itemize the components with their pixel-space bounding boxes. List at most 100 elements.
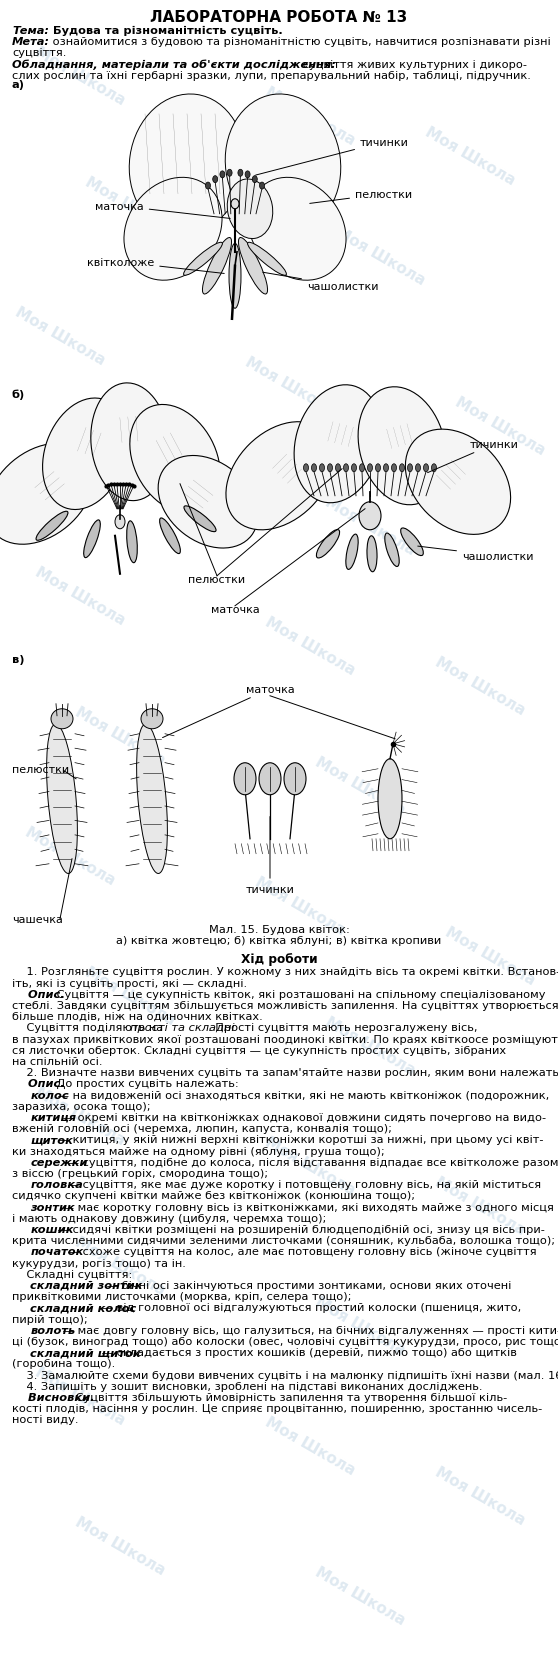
- Ellipse shape: [158, 457, 258, 549]
- Text: Моя Школа: Моя Школа: [83, 174, 177, 238]
- Text: кості плодів, насіння у рослин. Це сприяє процвітанню, поширенню, зростанню чисе: кості плодів, насіння у рослин. Це сприя…: [12, 1403, 542, 1413]
- Text: головка: головка: [30, 1180, 83, 1190]
- Text: на спільній осі.: на спільній осі.: [12, 1056, 103, 1066]
- Text: маточка: маточка: [210, 604, 259, 614]
- Text: — складається з простих кошиків (деревій, пижмо тощо) або щитків: — складається з простих кошиків (деревій…: [98, 1347, 517, 1357]
- Ellipse shape: [127, 521, 137, 563]
- Ellipse shape: [213, 177, 218, 184]
- Ellipse shape: [406, 430, 511, 535]
- Ellipse shape: [129, 94, 245, 235]
- Text: — схоже суцвіття на колос, але має потовщену головну вісь (жіноче суцвіття: — схоже суцвіття на колос, але має потов…: [64, 1246, 537, 1256]
- Ellipse shape: [36, 511, 68, 541]
- Text: — сидячі квітки розміщені на розширеній блюдцеподібній осі, знизу ця вісь при-: — сидячі квітки розміщені на розширеній …: [55, 1225, 545, 1235]
- Ellipse shape: [184, 506, 216, 533]
- Text: вженій головній осі (черемха, люпин, капуста, конвалія тощо);: вженій головній осі (черемха, люпин, кап…: [12, 1124, 392, 1134]
- Text: чашечка: чашечка: [12, 914, 63, 923]
- Text: в): в): [12, 654, 25, 664]
- Text: Моя Школа: Моя Школа: [83, 444, 177, 508]
- Text: — бічні осі закінчуються простими зонтиками, основи яких оточені: — бічні осі закінчуються простими зонтик…: [103, 1281, 511, 1291]
- Ellipse shape: [316, 530, 340, 559]
- Text: кукурудзи, рогіз тощо) та ін.: кукурудзи, рогіз тощо) та ін.: [12, 1258, 186, 1268]
- Text: Складні суцвіття:: Складні суцвіття:: [12, 1269, 132, 1279]
- Text: квітколоже: квітколоже: [87, 258, 224, 275]
- Text: Моя Школа: Моя Школа: [262, 1134, 358, 1197]
- Text: — має довгу головну вісь, що галузиться, на бічних відгалуженнях — прості кити-: — має довгу головну вісь, що галузиться,…: [59, 1326, 558, 1336]
- Text: Моя Школа: Моя Школа: [432, 654, 528, 717]
- Ellipse shape: [259, 184, 264, 190]
- Text: б): б): [12, 389, 25, 401]
- Text: кошик: кошик: [30, 1225, 74, 1235]
- Text: тичинки: тичинки: [427, 440, 519, 473]
- Text: Хід роботи: Хід роботи: [240, 952, 318, 965]
- Text: китиця: китиця: [30, 1112, 76, 1122]
- Ellipse shape: [311, 465, 316, 472]
- Text: Моя Школа: Моя Школа: [262, 614, 358, 677]
- Text: сережки: сережки: [30, 1157, 88, 1167]
- Ellipse shape: [416, 465, 421, 472]
- Text: Висновки.: Висновки.: [12, 1392, 94, 1402]
- Text: ся листочки оберток. Складні суцвіття — це сукупність простих суцвіть, зібраних: ся листочки оберток. Складні суцвіття — …: [12, 1044, 506, 1056]
- Ellipse shape: [368, 465, 373, 472]
- Text: 4. Запишіть у зошит висновки, зроблені на підставі виконаних досліджень.: 4. Запишіть у зошит висновки, зроблені н…: [12, 1380, 483, 1390]
- Text: . Прості суцвіття мають нерозгалужену вісь,: . Прості суцвіття мають нерозгалужену ві…: [208, 1023, 477, 1033]
- Text: — на видовженій осі знаходяться квітки, які не мають квітконіжок (подорожник,: — на видовженій осі знаходяться квітки, …: [55, 1091, 550, 1101]
- Text: пелюстки: пелюстки: [12, 765, 69, 775]
- Ellipse shape: [130, 405, 220, 513]
- Text: і мають однакову довжину (цибуля, черемха тощо);: і мають однакову довжину (цибуля, черемх…: [12, 1213, 326, 1223]
- Text: Моя Школа: Моя Школа: [312, 1293, 408, 1357]
- Text: 3. Замалюйте схеми будови вивчених суцвіть і на малюнку підпишіть їхні назви (ма: 3. Замалюйте схеми будови вивчених суцві…: [12, 1370, 558, 1380]
- Text: Тема:: Тема:: [12, 26, 49, 36]
- Text: — китиця, у якій нижні верхні квітконіжки коротші за нижні, при цьому усі квіт-: — китиця, у якій нижні верхні квітконіжк…: [55, 1135, 544, 1145]
- Text: До простих суцвіть належать:: До простих суцвіть належать:: [54, 1079, 239, 1089]
- Ellipse shape: [245, 172, 250, 179]
- Ellipse shape: [238, 170, 243, 177]
- Text: Моя Школа: Моя Школа: [252, 874, 348, 937]
- Ellipse shape: [203, 238, 232, 295]
- Text: Моя Школа: Моя Школа: [262, 1413, 358, 1476]
- Ellipse shape: [248, 243, 286, 276]
- Text: пелюстки: пелюстки: [310, 190, 412, 204]
- Text: початок: початок: [30, 1246, 84, 1256]
- Text: Суцвіття — це сукупність квіток, які розташовані на спільному спеціалізованому: Суцвіття — це сукупність квіток, які роз…: [54, 990, 546, 1000]
- Text: ці (бузок, виноград тощо) або колоски (овес, чоловічі суцвіття кукурудзи, просо,: ці (бузок, виноград тощо) або колоски (о…: [12, 1336, 558, 1346]
- Text: чашолистки: чашолистки: [418, 546, 533, 561]
- Ellipse shape: [378, 760, 402, 839]
- Text: (горобина тощо).: (горобина тощо).: [12, 1359, 116, 1369]
- Text: колос: колос: [30, 1091, 69, 1101]
- Text: Моя Школа: Моя Школа: [323, 493, 417, 558]
- Ellipse shape: [335, 465, 340, 472]
- Ellipse shape: [229, 245, 241, 309]
- Text: Моя Школа: Моя Школа: [453, 394, 547, 457]
- Ellipse shape: [400, 465, 405, 472]
- Ellipse shape: [115, 515, 125, 530]
- Text: Моя Школа: Моя Школа: [432, 1463, 528, 1528]
- Text: а) квітка жовтецю; б) квітка яблуні; в) квітка кропиви: а) квітка жовтецю; б) квітка яблуні; в) …: [117, 935, 441, 945]
- Text: тичинки: тичинки: [246, 818, 295, 894]
- Ellipse shape: [205, 184, 210, 190]
- Text: Мал. 15. Будова квіток:: Мал. 15. Будова квіток:: [209, 923, 349, 933]
- Ellipse shape: [358, 387, 446, 505]
- Text: прості та складні: прості та складні: [131, 1023, 235, 1033]
- Text: Моя Школа: Моя Школа: [262, 84, 358, 147]
- Text: маточка: маточка: [95, 202, 230, 220]
- Text: сидячко скупчені квітки майже без квітконіжок (конюшина тощо);: сидячко скупчені квітки майже без квітко…: [12, 1190, 415, 1200]
- Ellipse shape: [231, 200, 239, 210]
- Text: Моя Школа: Моя Школа: [432, 1173, 528, 1236]
- Ellipse shape: [84, 521, 100, 558]
- Text: слих рослин та їхні гербарні зразки, лупи, препарувальний набір, таблиці, підруч: слих рослин та їхні гербарні зразки, луп…: [12, 71, 531, 81]
- Text: Моя Школа: Моя Школа: [242, 354, 338, 417]
- Ellipse shape: [424, 465, 429, 472]
- Text: Обладнання, матеріали та об'єкти дослідження:: Обладнання, матеріали та об'єкти дослідж…: [12, 60, 336, 70]
- Text: — суцвіття, подібне до колоса, після відставання відпадає все квітколоже разом: — суцвіття, подібне до колоса, після від…: [64, 1157, 558, 1167]
- Text: суцвіття.: суцвіття.: [12, 48, 66, 58]
- Ellipse shape: [227, 170, 232, 177]
- Text: іть, які із суцвіть прості, які — складні.: іть, які із суцвіть прості, які — складн…: [12, 978, 247, 988]
- Text: 1. Розгляньте суцвіття рослин. У кожному з них знайдіть вісь та окремі квітки. В: 1. Розгляньте суцвіття рослин. У кожному…: [12, 967, 558, 976]
- Text: Моя Школа: Моя Школа: [312, 1564, 408, 1627]
- Text: — окремі квітки на квітконіжках однакової довжини сидять почергово на видо-: — окремі квітки на квітконіжках однаково…: [59, 1112, 546, 1122]
- Ellipse shape: [385, 533, 399, 568]
- Ellipse shape: [248, 179, 346, 281]
- Ellipse shape: [238, 238, 267, 295]
- Text: — від головної осі відгалужуються простий колоски (пшениця, жито,: — від головної осі відгалужуються прости…: [98, 1302, 521, 1312]
- Ellipse shape: [252, 177, 257, 184]
